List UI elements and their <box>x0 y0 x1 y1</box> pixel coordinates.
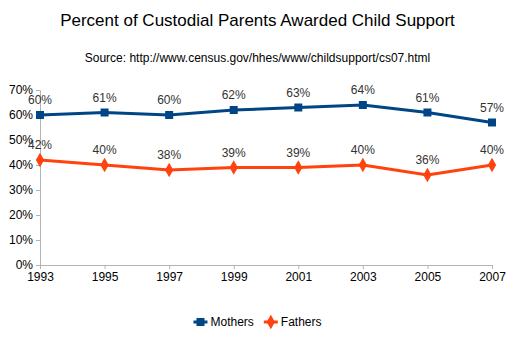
series-marker <box>165 163 173 177</box>
series-marker <box>36 153 44 167</box>
data-label: 40% <box>480 143 504 157</box>
y-tick: 40% <box>9 158 40 172</box>
data-label: 60% <box>28 93 52 107</box>
data-label: 61% <box>415 91 439 105</box>
y-axis: 0%10%20%30%40%50%60%70% <box>9 83 41 272</box>
series-line <box>40 105 492 123</box>
x-tick-label: 2001 <box>285 270 312 284</box>
data-label: 38% <box>157 148 181 162</box>
series-marker <box>36 111 44 119</box>
x-tick: 1997 <box>156 265 183 284</box>
x-tick: 2005 <box>415 265 442 284</box>
plot-area <box>36 101 496 182</box>
legend-item: Mothers <box>193 315 253 329</box>
data-label: 39% <box>222 146 246 160</box>
series-marker <box>165 111 173 119</box>
legend-label: Mothers <box>210 315 253 329</box>
series-marker <box>488 119 496 127</box>
y-tick-label: 30% <box>9 183 33 197</box>
x-tick: 1999 <box>221 265 248 284</box>
data-label: 40% <box>93 143 117 157</box>
title: Percent of Custodial Parents Awarded Chi… <box>60 11 455 30</box>
y-tick-label: 40% <box>9 158 33 172</box>
legend: Mothers Fathers <box>193 315 321 329</box>
y-tick: 60% <box>9 108 40 122</box>
x-tick-mark <box>169 265 170 269</box>
data-label: 64% <box>351 83 375 97</box>
series-marker <box>294 160 302 174</box>
series-marker <box>423 168 431 182</box>
x-axis-line <box>41 266 493 270</box>
data-label: 40% <box>351 143 375 157</box>
legend-marker <box>196 318 204 326</box>
legend-item: Fathers <box>264 315 322 329</box>
x-tick-mark <box>363 265 364 269</box>
data-label: 63% <box>286 86 310 100</box>
y-tick-mark <box>36 190 40 191</box>
series-marker <box>101 109 109 117</box>
x-tick-mark <box>298 265 299 269</box>
y-tick: 10% <box>9 233 40 247</box>
data-label: 36% <box>415 153 439 167</box>
x-tick-label: 1997 <box>156 270 183 284</box>
series-marker <box>230 106 238 114</box>
series-marker <box>423 109 431 117</box>
x-tick-label: 1993 <box>27 270 54 284</box>
y-tick: 30% <box>9 183 40 197</box>
y-tick-label: 60% <box>9 108 33 122</box>
x-tick-label: 1999 <box>221 270 248 284</box>
x-tick: 1995 <box>92 265 119 284</box>
y-tick-mark <box>36 90 40 91</box>
x-tick: 2001 <box>285 265 312 284</box>
x-tick-label: 2007 <box>479 270 506 284</box>
series-marker <box>294 104 302 112</box>
legend-marker <box>267 315 275 329</box>
x-tick: 2003 <box>350 265 377 284</box>
x-tick-mark <box>105 265 106 269</box>
legend-label: Fathers <box>281 315 322 329</box>
data-label: 39% <box>286 146 310 160</box>
data-label: 42% <box>28 138 52 152</box>
x-tick: 1993 <box>27 265 54 284</box>
y-tick-mark <box>36 240 40 241</box>
data-label: 62% <box>222 88 246 102</box>
y-tick-mark <box>36 215 40 216</box>
data-label: 61% <box>93 91 117 105</box>
x-tick-mark <box>492 265 493 269</box>
series-marker <box>100 158 108 172</box>
x-axis: 1993 1995 1997 1999 2001 2003 2005 2007 <box>27 265 506 284</box>
x-tick-mark <box>234 265 235 269</box>
y-tick-mark <box>36 265 40 266</box>
x-tick-mark <box>40 265 41 269</box>
x-tick-label: 1995 <box>92 270 119 284</box>
x-tick: 2007 <box>479 265 506 284</box>
series-marker <box>359 101 367 109</box>
chart: Percent of Custodial Parents Awarded Chi… <box>0 0 515 341</box>
x-tick-mark <box>427 265 428 269</box>
x-tick-label: 2003 <box>350 270 377 284</box>
y-tick-label: 20% <box>9 208 33 222</box>
subtitle: Source: http://www.census.gov/hhes/www/c… <box>85 51 431 65</box>
y-tick-label: 10% <box>9 233 33 247</box>
data-label: 60% <box>157 93 181 107</box>
series-marker <box>488 158 496 172</box>
x-tick-label: 2005 <box>415 270 442 284</box>
series-marker <box>359 158 367 172</box>
data-labels: 60% 61% 60% 62% 63% 64% 61% 57% 42% 40% 38% 39% 39% 4… <box>28 83 504 167</box>
y-tick: 20% <box>9 208 40 222</box>
data-label: 57% <box>480 101 504 115</box>
series-marker <box>230 160 238 174</box>
